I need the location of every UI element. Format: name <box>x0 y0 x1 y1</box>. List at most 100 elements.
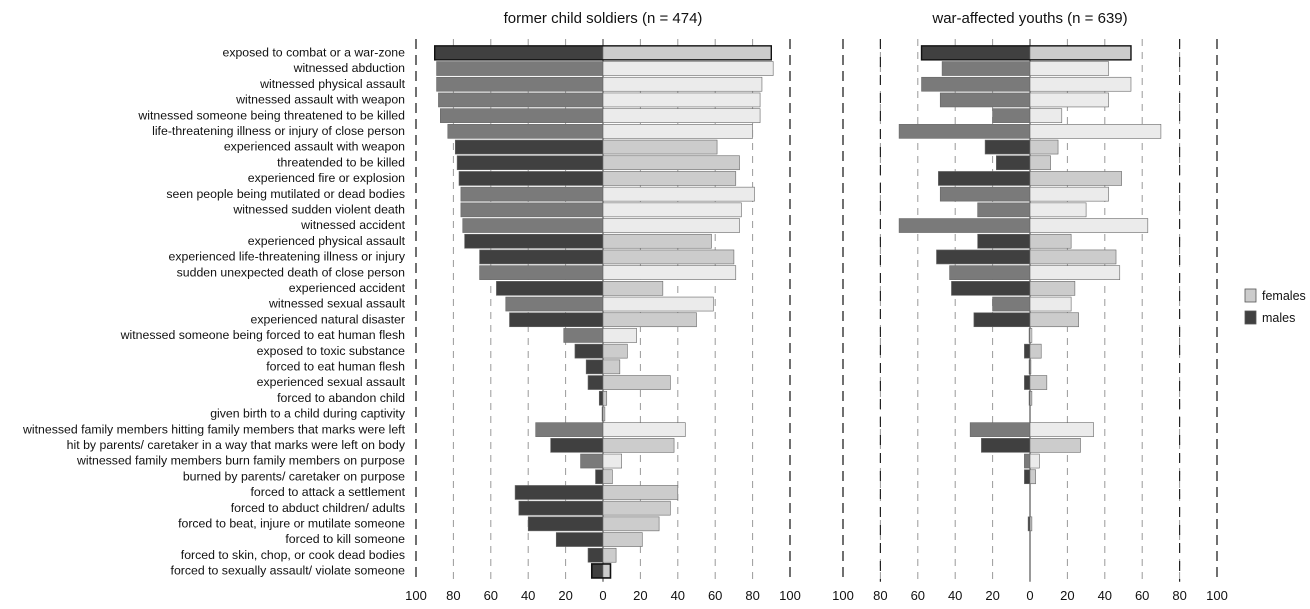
category-label-experienced-sexual-assault: experienced sexual assault <box>257 375 406 389</box>
x-tick-label: 40 <box>948 588 962 603</box>
x-tick-label: 40 <box>521 588 535 603</box>
bar-females <box>602 375 671 390</box>
x-tick-labels: 100 80 60 40 20 0 20 40 60 80 100 <box>832 588 1228 603</box>
category-label-witnessed-sudden-violent-death: witnessed sudden violent death <box>232 203 405 217</box>
category-label-forced-to-kill-someone: forced to kill someone <box>285 532 405 546</box>
bar-males <box>981 438 1031 453</box>
bar-males <box>921 45 1031 61</box>
bar-females <box>602 516 660 532</box>
bar-males <box>1024 453 1031 469</box>
category-label-witnessed-abduction: witnessed abduction <box>293 61 406 75</box>
bar-females <box>1029 359 1032 375</box>
x-tick-label: 100 <box>1206 588 1228 603</box>
category-label-experienced-life-threatening-illness-or-injury: experienced life-threatening illness or … <box>169 250 406 264</box>
x-tick-labels: 100 80 60 40 20 0 20 40 60 80 100 <box>405 588 801 603</box>
category-label-hit-by-parents-caretaker-in-a-way-that-marks-were-left-on-body: hit by parents/ caretaker in a way that … <box>67 438 406 452</box>
panel-former-child-soldiers: former child soldiers (n = 474) 100 80 60 4… <box>405 10 801 603</box>
x-tick-label: 80 <box>446 588 460 603</box>
bar-males <box>951 281 1031 296</box>
bar-females <box>602 312 697 328</box>
bar-males <box>464 233 604 249</box>
bar-males <box>941 61 1031 76</box>
bar-males <box>898 124 1031 139</box>
bar-females <box>1029 312 1079 328</box>
bar-females <box>1029 375 1048 390</box>
x-tick-label: 60 <box>708 588 722 603</box>
bar-outline <box>434 45 773 61</box>
bar-females <box>1029 124 1162 139</box>
bar-males <box>591 563 604 579</box>
category-label-exposed-to-combat-or-a-war-zone: exposed to combat or a war-zone <box>222 46 405 60</box>
bar-females <box>1029 281 1076 296</box>
category-label-forced-to-eat-human-flesh: forced to eat human flesh <box>266 360 405 374</box>
bar-females <box>602 139 718 155</box>
bar-males <box>984 139 1031 155</box>
bar-females <box>1029 61 1109 76</box>
bar-males <box>1024 343 1031 359</box>
x-tick-label: 80 <box>745 588 759 603</box>
bar-males <box>514 485 604 500</box>
bar-males <box>527 516 604 532</box>
x-tick-label: 0 <box>599 588 606 603</box>
bar-males <box>969 422 1031 437</box>
bar-females <box>602 45 772 61</box>
x-tick-label: 80 <box>1172 588 1186 603</box>
x-tick-label: 40 <box>1098 588 1112 603</box>
legend-label-males: males <box>1262 311 1295 325</box>
bar-males <box>436 61 604 76</box>
category-label-given-birth-to-a-child-during-captivity: given birth to a child during captivity <box>210 407 406 421</box>
bar-females <box>602 171 737 186</box>
bar-males <box>440 108 604 123</box>
bar-males <box>1024 469 1031 485</box>
x-tick-label: 100 <box>405 588 427 603</box>
bar-females <box>1029 233 1072 249</box>
bar-males <box>992 108 1031 123</box>
category-label-seen-people-being-mutilated-or-dead-bodies: seen people being mutilated or dead bodi… <box>166 187 405 201</box>
bar-females <box>602 532 643 547</box>
bar-males <box>1024 375 1031 390</box>
bar-females <box>602 108 761 123</box>
bar-males <box>996 155 1031 171</box>
bar-females <box>602 406 606 422</box>
bar-females <box>602 186 755 202</box>
bar-females <box>1029 438 1081 453</box>
bar-males <box>949 265 1031 280</box>
bar-females <box>1029 202 1087 218</box>
bar-males <box>458 171 604 186</box>
bar-females <box>1029 218 1149 233</box>
bar-males <box>460 186 604 202</box>
x-tick-label: 20 <box>985 588 999 603</box>
category-label-threatended-to-be-killed: threatended to be killed <box>277 155 405 169</box>
x-tick-label: 0 <box>1026 588 1033 603</box>
bar-males <box>496 281 604 296</box>
bar-males <box>509 312 604 328</box>
bar-females <box>1029 108 1063 123</box>
bar-females <box>602 124 753 139</box>
bar-females <box>1029 328 1033 343</box>
bar-males <box>479 249 604 265</box>
panel-title-former-child-soldiers: former child soldiers (n = 474) <box>504 10 703 27</box>
category-label-witnessed-accident: witnessed accident <box>300 218 405 232</box>
bar-females <box>602 233 712 249</box>
bar-females <box>602 563 611 579</box>
bar-females <box>602 485 679 500</box>
category-label-experienced-accident: experienced accident <box>289 281 406 295</box>
bar-females <box>1029 422 1094 437</box>
bar-males <box>595 469 604 485</box>
bar-males <box>456 155 604 171</box>
bar-males <box>518 500 604 516</box>
bar-males <box>936 249 1031 265</box>
category-label-experienced-physical-assault: experienced physical assault <box>248 234 406 248</box>
bar-males <box>580 453 604 469</box>
x-tick-label: 20 <box>558 588 572 603</box>
bar-males <box>973 312 1031 328</box>
bar-males <box>434 45 604 61</box>
x-tick-label: 60 <box>911 588 925 603</box>
bar-females <box>1029 343 1042 359</box>
bar-males <box>921 76 1031 92</box>
bar-females <box>1029 453 1040 469</box>
bar-males <box>939 92 1031 108</box>
x-tick-label: 20 <box>1060 588 1074 603</box>
bar-males <box>977 233 1031 249</box>
